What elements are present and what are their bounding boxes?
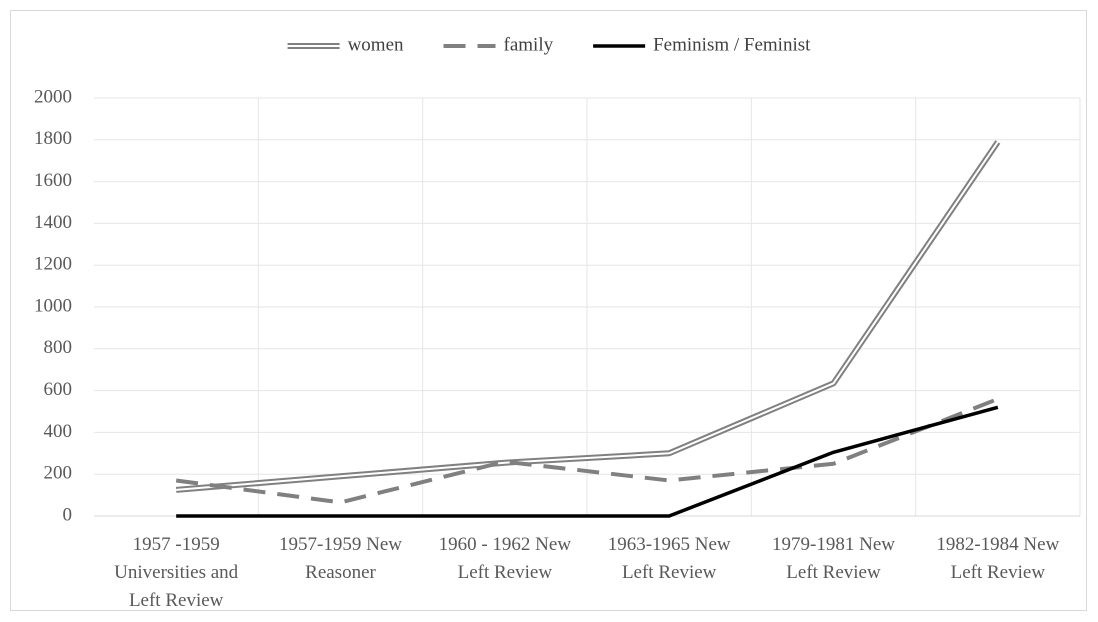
- x-tick-label: 1963-1965 New Left Review: [608, 534, 731, 583]
- y-tick-label: 1400: [34, 212, 72, 233]
- legend-label: Feminism / Feminist: [653, 34, 811, 55]
- x-tick-label: 1979-1981 New Left Review: [772, 534, 895, 583]
- x-tick-label: 1957-1959 New Reasoner: [279, 534, 402, 583]
- y-tick-label: 1600: [34, 170, 72, 191]
- x-tick-label: 1982-1984 New Left Review: [936, 534, 1059, 583]
- y-tick-label: 200: [44, 463, 73, 484]
- y-tick-label: 600: [44, 379, 73, 400]
- y-tick-label: 2000: [34, 86, 72, 107]
- y-tick-label: 0: [63, 504, 73, 525]
- series-line: [176, 405, 999, 518]
- series-line: [175, 397, 999, 505]
- series-line-inner: [176, 141, 999, 491]
- x-tick-label: 1960 - 1962 New Left Review: [439, 534, 572, 583]
- y-tick-label: 1000: [34, 295, 72, 316]
- y-tick-label: 400: [44, 421, 73, 442]
- y-tick-label: 1800: [34, 128, 72, 149]
- y-tick-label: 1200: [34, 254, 72, 275]
- y-tick-label: 800: [44, 337, 73, 358]
- legend-label: women: [348, 34, 404, 55]
- chart-border: [10, 10, 1087, 611]
- x-tick-label: 1957 -1959 Universities and Left Review: [114, 534, 239, 611]
- legend-label: family: [504, 34, 554, 55]
